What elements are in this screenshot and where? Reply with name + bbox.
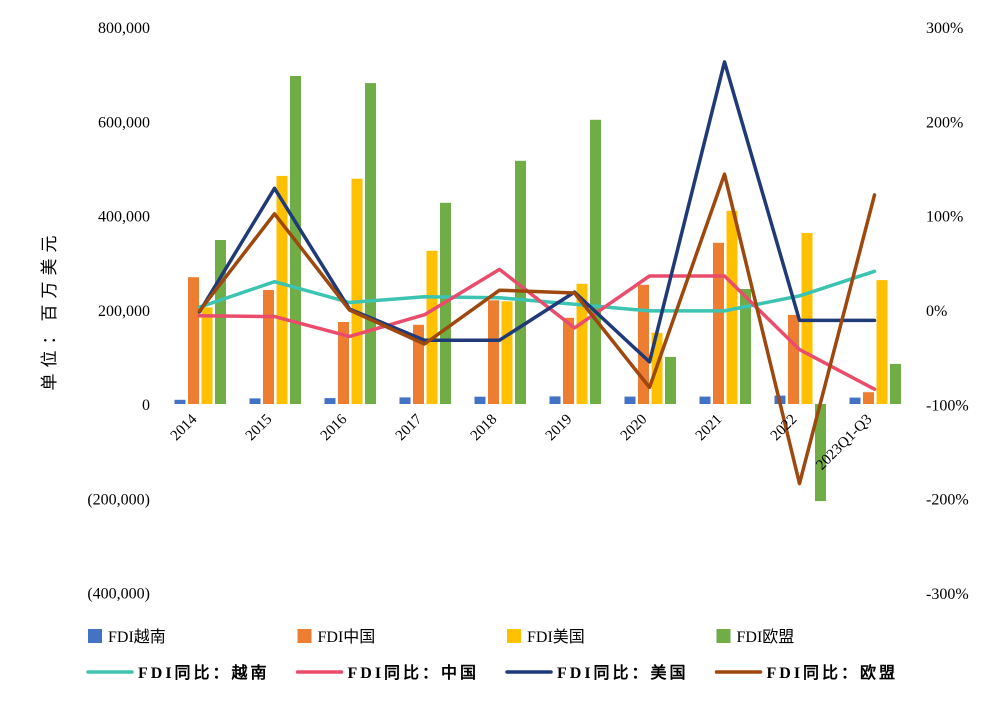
growth-line-4	[197, 172, 877, 486]
x-tick-label: 2021	[693, 412, 726, 445]
bar-series4-2018	[515, 160, 526, 404]
bar-series4-2020	[665, 356, 676, 404]
bar-series2-2019	[563, 317, 574, 404]
bar-series1-2020	[624, 396, 636, 404]
y2-tick-label: -200%	[926, 492, 969, 509]
bar-series1-2016	[324, 398, 336, 404]
growth-line-1	[197, 269, 877, 313]
bar-series1-2018	[474, 396, 486, 404]
x-tick-label: 2016	[318, 411, 351, 444]
bar-series2-2023q1-q3	[863, 392, 874, 404]
bar-series3-2015	[276, 175, 288, 404]
legend-swatch	[88, 629, 102, 643]
bar-series2-2018	[488, 300, 499, 404]
left-axis: 800,000 600,000 400,000 200,000 0 (200,000) (4…	[87, 20, 150, 603]
y2-tick-label: 200%	[926, 114, 963, 131]
x-tick-label: 2022	[768, 412, 801, 445]
legend: FDI越南 FDI中国 FDI美国 FDI欧盟 FDI同比：越南 FDI同比：中国 FDI同…	[86, 628, 899, 682]
bar-series3-2022	[801, 232, 813, 404]
y-tick-label: 200,000	[98, 303, 150, 320]
bar-series4-2019	[590, 119, 601, 405]
x-tick-label: 2015	[243, 412, 276, 445]
bar-series2-2022	[788, 314, 799, 404]
legend-swatch	[507, 629, 521, 643]
legend-item: FDI同比：美国	[505, 663, 689, 682]
bar-series3-2023q1-q3	[876, 280, 888, 404]
bar-series2-2016	[338, 322, 349, 404]
y-tick-label: (200,000)	[87, 491, 150, 508]
legend-item: FDI同比：越南	[86, 663, 270, 682]
bar-series2-2021	[713, 242, 724, 404]
y2-tick-label: 100%	[926, 209, 963, 226]
bar-series4-2022	[815, 404, 826, 502]
bar-series2-2015	[263, 290, 274, 404]
growth-line-2	[197, 267, 877, 391]
bar-series1-2021	[699, 396, 711, 404]
y2-tick-label: 300%	[926, 20, 963, 37]
legend-item: FDI同比：中国	[295, 663, 480, 682]
bar-series2-2014	[188, 277, 199, 404]
y-tick-label: 0	[142, 397, 150, 414]
y2-tick-label: -300%	[926, 586, 969, 603]
bar-series2-2020	[638, 284, 649, 404]
legend-item: FDI美国	[507, 628, 585, 646]
bar-series4-2023q1-q3	[890, 363, 901, 404]
legend-swatch	[716, 629, 731, 643]
bar-series4-2016	[365, 83, 376, 404]
y-tick-label: 400,000	[98, 209, 150, 226]
bar-series1-2019	[549, 396, 561, 404]
bar-series3-2018	[501, 301, 513, 404]
bar-series4-2014	[215, 240, 226, 404]
y2-tick-label: 0%	[926, 303, 947, 320]
y-tick-label: (400,000)	[87, 586, 150, 603]
legend-item: FDI中国	[297, 628, 376, 646]
bar-series3-2019	[576, 283, 588, 404]
growth-line-3	[197, 60, 877, 364]
legend-item: FDI欧盟	[716, 628, 795, 646]
legend-label: FDI中国	[318, 628, 376, 646]
y-tick-label: 800,000	[98, 20, 150, 37]
bar-series2-2017	[413, 324, 424, 404]
legend-label: FDI同比：美国	[557, 663, 689, 682]
legend-label: FDI同比：中国	[348, 663, 480, 682]
bar-series3-2014	[201, 307, 213, 404]
legend-label: FDI同比：越南	[138, 663, 270, 682]
y-tick-label: 600,000	[98, 114, 150, 131]
legend-label: FDI欧盟	[737, 628, 795, 646]
x-tick-label: 2019	[543, 412, 576, 445]
x-tick-label: 2018	[468, 412, 501, 445]
legend-swatch	[297, 629, 312, 643]
bar-series1-2017	[399, 397, 411, 404]
bar-series3-2021	[726, 210, 738, 404]
y-axis-title: 单位：百万美元	[40, 230, 59, 391]
x-tick-label: 2020	[618, 412, 651, 445]
legend-item: FDI越南	[88, 628, 166, 646]
x-tick-label: 2017	[393, 411, 426, 444]
x-tick-label: 2014	[168, 411, 201, 444]
bar-series1-2015	[249, 398, 261, 404]
right-axis: 300% 200% 100% 0% -100% -200% -300%	[926, 20, 969, 603]
bar-series3-2017	[426, 250, 438, 404]
legend-item: FDI同比：欧盟	[714, 663, 899, 682]
category-axis: 2014 2015 2016 2017 2018 2019 2020 2021 2022 2023…	[168, 411, 876, 473]
y2-tick-label: -100%	[926, 397, 969, 414]
bar-series4-2021	[740, 289, 751, 404]
legend-label: FDI越南	[108, 628, 166, 646]
bar-series3-2016	[351, 178, 363, 404]
line-layer	[197, 60, 877, 486]
legend-label: FDI美国	[527, 628, 585, 646]
bar-series1-2023q1-q3	[849, 397, 861, 404]
legend-label: FDI同比：欧盟	[767, 663, 899, 682]
bar-series1-2014	[174, 399, 186, 404]
